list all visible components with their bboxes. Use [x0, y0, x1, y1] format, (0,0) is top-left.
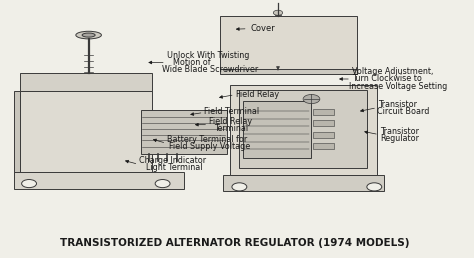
FancyBboxPatch shape: [14, 91, 20, 172]
FancyBboxPatch shape: [313, 143, 334, 149]
Text: Cover: Cover: [251, 24, 276, 33]
FancyBboxPatch shape: [20, 91, 152, 172]
FancyBboxPatch shape: [239, 90, 367, 168]
FancyBboxPatch shape: [230, 85, 377, 175]
FancyBboxPatch shape: [223, 175, 383, 191]
Circle shape: [367, 183, 382, 191]
Text: Light Terminal: Light Terminal: [146, 163, 203, 172]
Text: Transistor: Transistor: [378, 100, 417, 109]
FancyBboxPatch shape: [313, 109, 334, 115]
FancyBboxPatch shape: [14, 172, 183, 189]
FancyBboxPatch shape: [243, 101, 310, 158]
Text: Increase Voltage Setting: Increase Voltage Setting: [349, 82, 447, 91]
Text: Battery Terminal for: Battery Terminal for: [167, 135, 247, 144]
Text: Field Terminal: Field Terminal: [204, 107, 260, 116]
Ellipse shape: [76, 31, 101, 39]
Circle shape: [155, 180, 170, 188]
FancyBboxPatch shape: [141, 110, 227, 154]
Text: Voltage Adjustment,: Voltage Adjustment,: [352, 67, 433, 76]
Text: Charge Indicator: Charge Indicator: [139, 156, 207, 165]
Text: Circuit Board: Circuit Board: [377, 107, 429, 116]
FancyBboxPatch shape: [20, 73, 152, 91]
Circle shape: [22, 180, 36, 188]
Text: Field Supply Voltage: Field Supply Voltage: [169, 142, 250, 151]
Text: TRANSISTORIZED ALTERNATOR REGULATOR (1974 MODELS): TRANSISTORIZED ALTERNATOR REGULATOR (197…: [60, 238, 410, 248]
Text: Field Relay: Field Relay: [236, 90, 279, 99]
Circle shape: [232, 183, 247, 191]
FancyBboxPatch shape: [313, 120, 334, 126]
FancyBboxPatch shape: [313, 132, 334, 138]
Text: Turn Clockwise to: Turn Clockwise to: [352, 75, 422, 84]
Circle shape: [303, 94, 320, 104]
Text: Regulator: Regulator: [380, 134, 419, 143]
FancyBboxPatch shape: [220, 16, 357, 71]
Ellipse shape: [82, 33, 95, 37]
Text: Motion of: Motion of: [173, 58, 211, 67]
Text: Wide Blade Screwdriver: Wide Blade Screwdriver: [162, 65, 258, 74]
Text: Terminal: Terminal: [214, 124, 248, 133]
FancyBboxPatch shape: [220, 69, 357, 74]
Text: Field Relay: Field Relay: [209, 117, 252, 126]
Text: Unlock With Twisting: Unlock With Twisting: [167, 51, 250, 60]
Text: Transistor: Transistor: [380, 126, 419, 135]
Circle shape: [273, 10, 283, 15]
